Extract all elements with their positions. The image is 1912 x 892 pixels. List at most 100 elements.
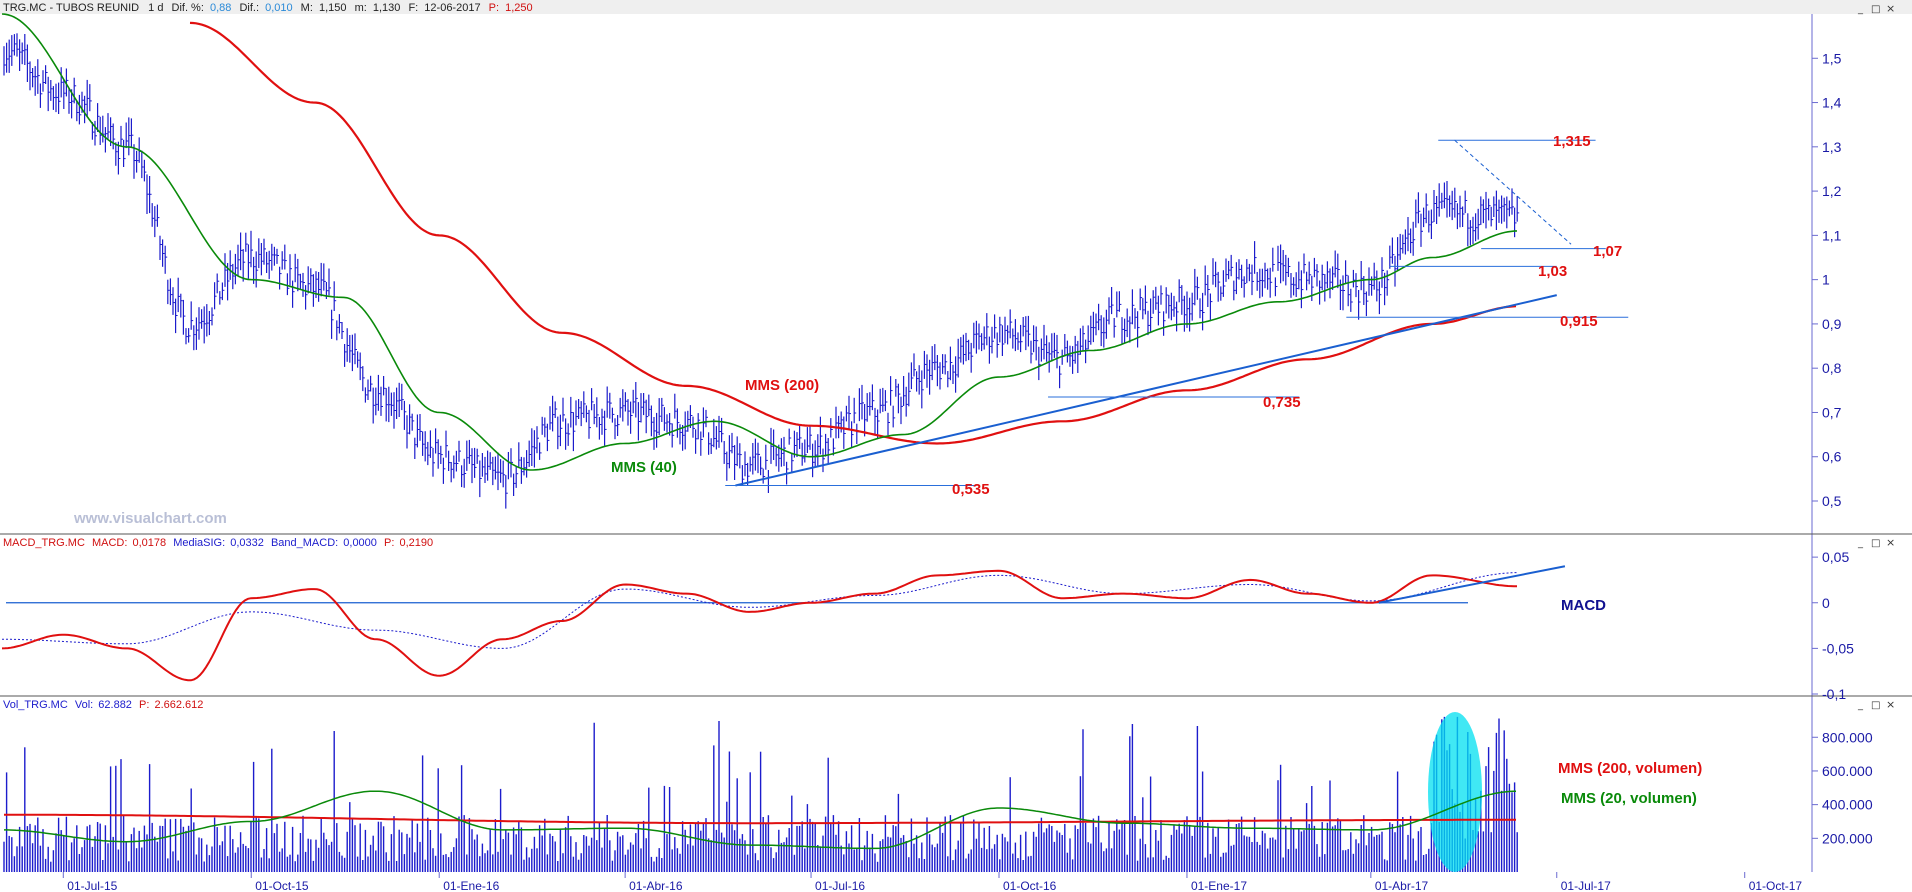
header-bar	[0, 0, 1912, 14]
header-dif-value: 0,010	[265, 2, 293, 14]
price-axis-tick-label: 1,2	[1822, 183, 1842, 199]
close-icon[interactable]: ×	[1886, 698, 1895, 711]
price-axis-tick-label: 0,9	[1822, 316, 1842, 332]
header-min-label: m:	[355, 2, 367, 14]
mms40-line	[1, 13, 1518, 471]
minimize-icon[interactable]: _	[1857, 700, 1864, 711]
trendline-support	[735, 294, 1557, 487]
x-axis-tick-label: 01-Abr-16	[629, 879, 683, 892]
macd-value-label: MACD:	[92, 537, 127, 549]
header-min-value: 1,130	[373, 2, 401, 14]
header-symbol: TRG.MC - TUBOS REUNID	[3, 2, 139, 14]
trendline-dashed-resistance	[1454, 139, 1572, 245]
macd-band-label: Band_MACD:	[271, 537, 338, 549]
price-axis-tick-label: 0,5	[1822, 493, 1842, 509]
vol-value-label: Vol:	[75, 699, 93, 711]
macd-p-label: P:	[384, 537, 394, 549]
restore-icon[interactable]: □	[1871, 538, 1880, 549]
header-price-label: P:	[489, 2, 499, 14]
macd-signal-label: MediaSIG:	[173, 537, 225, 549]
support-resistance-levels	[725, 139, 1629, 486]
price-axis-tick-label: 0,7	[1822, 404, 1842, 420]
annotation-level-0915: 0,915	[1560, 313, 1598, 330]
window-controls-macd: _ □ ×	[1857, 536, 1895, 549]
macd-axis-tick-label: -0,05	[1822, 640, 1854, 656]
header-date-value: 12-06-2017	[424, 2, 480, 14]
x-axis-tick-label: 01-Ene-17	[1191, 879, 1247, 892]
macd-value: 0,0178	[132, 537, 166, 549]
vol-p-label: P:	[139, 699, 149, 711]
x-axis-tick-label: 01-Ene-16	[443, 879, 499, 892]
x-axis-tick-label: 01-Oct-16	[1003, 879, 1057, 892]
price-axis-tick-label: 0,6	[1822, 449, 1842, 465]
macd-line	[1, 569, 1517, 682]
restore-icon[interactable]: □	[1871, 4, 1880, 15]
macd-axis-tick-label: 0,05	[1822, 549, 1849, 565]
volume-mms200-line	[4, 813, 1516, 825]
annotation-level-1315: 1,315	[1553, 133, 1591, 150]
x-axis-tick-label: 01-Oct-15	[255, 879, 309, 892]
macd-trendline	[1378, 565, 1566, 604]
macd-lines	[1, 565, 1566, 682]
vol-name: Vol_TRG.MC	[3, 699, 68, 711]
volume-lines	[4, 790, 1517, 850]
x-axis-tick-label: 01-Abr-17	[1375, 879, 1429, 892]
price-axis-tick-label: 1,4	[1822, 95, 1842, 111]
header-date-label: F:	[408, 2, 418, 14]
minimize-icon[interactable]: _	[1857, 538, 1864, 549]
price-axis-tick-label: 1	[1822, 272, 1830, 288]
price-axis-tick-label: 1,5	[1822, 50, 1842, 66]
x-axis-tick-label: 01-Jul-15	[67, 879, 117, 892]
header-price-value: 1,250	[505, 2, 533, 14]
annotation-vol-mms200: MMS (200, volumen)	[1558, 760, 1702, 777]
macd-p-value: 0,2190	[399, 537, 433, 549]
macd-axis-tick-label: 0	[1822, 595, 1830, 611]
window-controls-volume: _ □ ×	[1857, 698, 1895, 711]
price-axis-tick-label: 1,3	[1822, 139, 1842, 155]
annotation-vol-mms20: MMS (20, volumen)	[1561, 790, 1697, 807]
macd-signal-value: 0,0332	[230, 537, 264, 549]
annotation-mms200: MMS (200)	[745, 377, 819, 394]
header-dif-label: Dif.:	[239, 2, 259, 14]
x-axis-tick-label: 01-Jul-17	[1561, 879, 1611, 892]
x-axis-tick-label: 01-Oct-17	[1749, 879, 1803, 892]
annotation-level-107: 1,07	[1593, 243, 1622, 260]
volume-axis-tick-label: 800.000	[1822, 729, 1873, 745]
annotation-level-103: 1,03	[1538, 263, 1567, 280]
restore-icon[interactable]: □	[1871, 700, 1880, 711]
volume-axis: 200.000 400.000 600.000 800.000	[1812, 729, 1873, 846]
vol-p-value: 2.662.612	[154, 699, 203, 711]
volume-mms20-line	[4, 790, 1517, 850]
macd-signal-line	[2, 572, 1518, 649]
close-icon[interactable]: ×	[1886, 536, 1895, 549]
price-axis-tick-label: 1,1	[1822, 227, 1842, 243]
header-max-value: 1,150	[319, 2, 347, 14]
macd-name: MACD_TRG.MC	[3, 537, 85, 549]
minimize-icon[interactable]: _	[1857, 4, 1864, 15]
x-axis: 01-Jul-15 01-Oct-15 01-Ene-16 01-Abr-16 01-J…	[62, 872, 1803, 892]
price-axis: 0,5 0,6 0,7 0,8 0,9 1 1,1 1,2 1,3 1,4 1,5	[1812, 50, 1842, 509]
header-period: 1 d	[148, 2, 163, 14]
annotation-level-0735: 0,735	[1263, 394, 1301, 411]
close-icon[interactable]: ×	[1886, 2, 1895, 15]
header-difpct-value: 0,88	[210, 2, 231, 14]
header-info: TRG.MC - TUBOS REUNID 1 d Dif. %: 0,88 D…	[3, 2, 533, 14]
volume-axis-tick-label: 200.000	[1822, 830, 1873, 846]
macd-header: MACD_TRG.MC MACD: 0,0178 MediaSIG: 0,033…	[3, 537, 433, 549]
price-axis-tick-label: 0,8	[1822, 360, 1842, 376]
volume-axis-tick-label: 400.000	[1822, 797, 1873, 813]
header-max-label: M:	[301, 2, 313, 14]
window-controls-price: _ □ ×	[1857, 2, 1895, 15]
macd-band-value: 0,0000	[343, 537, 377, 549]
vol-value: 62.882	[98, 699, 132, 711]
watermark: www.visualchart.com	[73, 510, 227, 527]
vol-header: Vol_TRG.MC Vol: 62.882 P: 2.662.612	[3, 699, 203, 711]
mms200-line	[189, 21, 1517, 445]
volume-highlight-ellipse	[1428, 712, 1482, 872]
header-difpct-label: Dif. %:	[172, 2, 204, 14]
volume-axis-tick-label: 600.000	[1822, 763, 1873, 779]
annotation-macd: MACD	[1561, 597, 1606, 614]
macd-axis-tick-label: -0,1	[1822, 686, 1846, 702]
price-lines	[1, 13, 1572, 487]
